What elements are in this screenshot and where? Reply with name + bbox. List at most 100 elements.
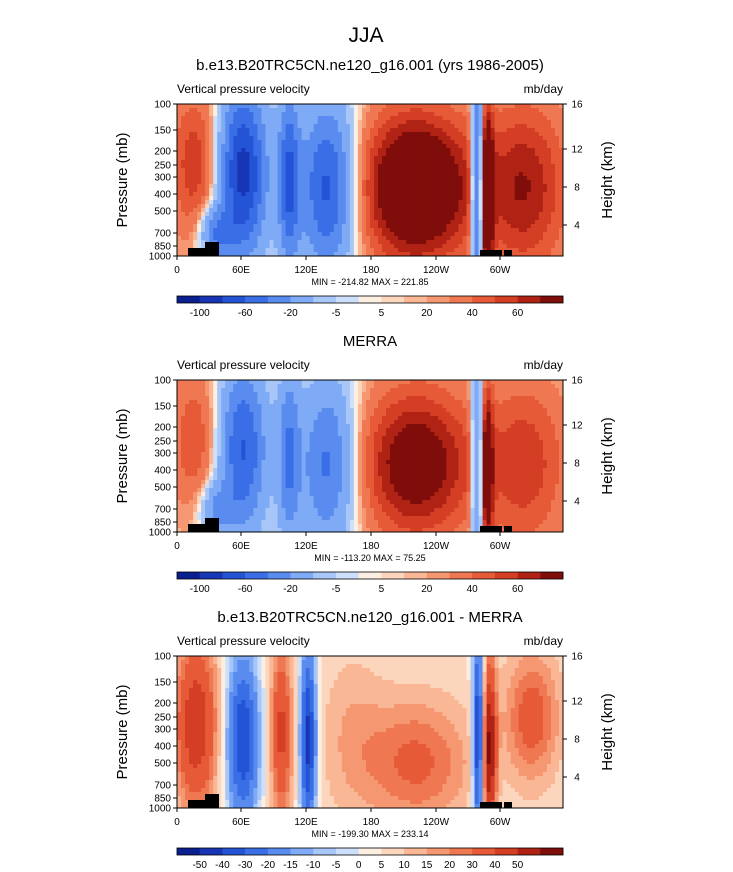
field-cell bbox=[237, 460, 242, 465]
field-cell bbox=[285, 412, 290, 417]
field-cell bbox=[201, 440, 206, 445]
field-cell bbox=[193, 472, 198, 477]
field-cell bbox=[490, 148, 496, 153]
field-cell bbox=[414, 148, 419, 153]
field-cell bbox=[558, 172, 564, 177]
field-cell bbox=[494, 108, 500, 113]
field-cell bbox=[490, 176, 496, 181]
field-cell bbox=[325, 168, 331, 173]
field-cell bbox=[550, 136, 556, 141]
field-cell bbox=[378, 124, 383, 129]
field-cell bbox=[349, 252, 355, 257]
field-cell bbox=[442, 196, 447, 201]
field-cell bbox=[558, 104, 564, 109]
field-cell bbox=[237, 104, 242, 109]
field-cell bbox=[185, 128, 190, 133]
field-cell bbox=[241, 240, 246, 245]
field-cell bbox=[309, 172, 315, 177]
field-cell bbox=[325, 128, 331, 133]
field-cell bbox=[550, 220, 556, 225]
field-cell bbox=[293, 208, 299, 213]
field-cell bbox=[374, 180, 379, 185]
field-cell bbox=[301, 400, 307, 405]
field-cell bbox=[305, 244, 311, 249]
field-cell bbox=[486, 204, 492, 209]
field-cell bbox=[357, 168, 363, 173]
field-cell bbox=[450, 172, 455, 177]
field-cell bbox=[253, 484, 258, 489]
field-cell bbox=[177, 228, 182, 233]
field-cell bbox=[313, 248, 319, 253]
field-cell bbox=[277, 512, 282, 517]
field-cell bbox=[506, 176, 512, 181]
field-cell bbox=[510, 192, 516, 197]
field-cell bbox=[426, 140, 431, 145]
field-cell bbox=[430, 160, 435, 165]
field-cell bbox=[418, 144, 423, 149]
field-cell bbox=[245, 248, 250, 253]
field-cell bbox=[193, 488, 198, 493]
field-cell bbox=[542, 232, 548, 237]
field-cell bbox=[281, 196, 286, 201]
field-cell bbox=[301, 520, 307, 525]
field-cell bbox=[269, 420, 274, 425]
field-cell bbox=[353, 252, 359, 257]
field-cell bbox=[317, 176, 323, 181]
field-cell bbox=[325, 200, 331, 205]
field-cell bbox=[450, 228, 455, 233]
field-cell bbox=[185, 476, 190, 481]
field-cell bbox=[177, 396, 182, 401]
field-cell bbox=[289, 176, 294, 181]
field-cell bbox=[177, 516, 182, 521]
field-cell bbox=[502, 120, 508, 125]
field-cell bbox=[177, 236, 182, 241]
field-cell bbox=[506, 120, 512, 125]
field-cell bbox=[197, 464, 202, 469]
field-cell bbox=[365, 160, 371, 165]
field-cell bbox=[438, 244, 443, 249]
field-cell bbox=[189, 400, 194, 405]
field-cell bbox=[325, 148, 331, 153]
field-cell bbox=[269, 208, 274, 213]
field-cell bbox=[394, 216, 399, 221]
field-cell bbox=[213, 404, 218, 409]
field-cell bbox=[237, 180, 242, 185]
field-cell bbox=[177, 240, 182, 245]
y-tick-label: 150 bbox=[154, 126, 171, 137]
field-cell bbox=[550, 180, 556, 185]
field-cell bbox=[201, 148, 206, 153]
field-cell bbox=[209, 180, 214, 185]
field-cell bbox=[261, 140, 266, 145]
field-cell bbox=[546, 188, 552, 193]
field-cell bbox=[454, 180, 459, 185]
field-cell bbox=[361, 192, 367, 197]
field-cell bbox=[402, 188, 407, 193]
field-cell bbox=[265, 416, 270, 421]
field-cell bbox=[297, 204, 303, 209]
field-cell bbox=[285, 208, 290, 213]
field-cell bbox=[454, 116, 459, 121]
field-cell bbox=[534, 248, 540, 253]
field-cell bbox=[438, 208, 443, 213]
field-cell bbox=[177, 232, 182, 237]
field-cell bbox=[510, 180, 516, 185]
field-cell bbox=[269, 176, 274, 181]
field-cell bbox=[197, 488, 202, 493]
field-cell bbox=[261, 448, 266, 453]
field-cell bbox=[426, 220, 431, 225]
field-cell bbox=[269, 392, 274, 397]
field-cell bbox=[402, 128, 407, 133]
field-cell bbox=[225, 164, 230, 169]
field-cell bbox=[249, 208, 254, 213]
field-cell bbox=[257, 220, 262, 225]
field-cell bbox=[390, 196, 395, 201]
field-cell bbox=[181, 436, 186, 441]
field-cell bbox=[530, 236, 536, 241]
field-cell bbox=[177, 524, 182, 529]
x-tick-label: 180 bbox=[363, 265, 380, 276]
field-cell bbox=[273, 456, 278, 461]
field-cell bbox=[225, 508, 230, 513]
field-cell bbox=[410, 128, 415, 133]
field-cell bbox=[426, 192, 431, 197]
field-cell bbox=[253, 480, 258, 485]
